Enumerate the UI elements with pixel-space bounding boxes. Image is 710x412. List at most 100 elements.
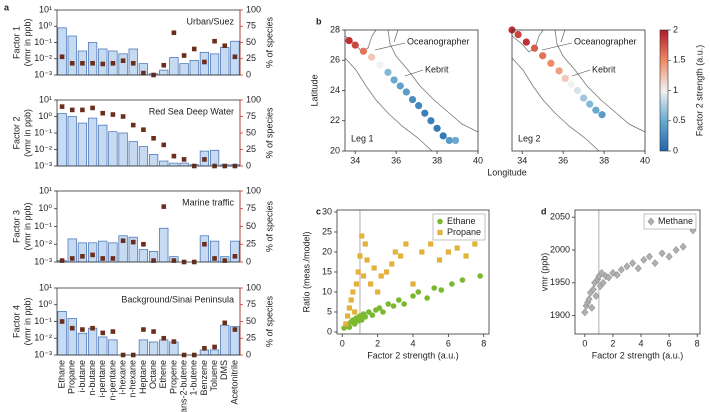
- axes-frame: [344, 29, 479, 152]
- point: [472, 241, 478, 247]
- point: [428, 241, 434, 247]
- species-share: [110, 256, 116, 261]
- x-tick-label: Propene: [168, 360, 178, 394]
- species-share: [141, 241, 146, 247]
- subplot-title: Background/Sinai Peninsula: [121, 294, 234, 304]
- species-share: [141, 70, 146, 76]
- track-point: [592, 106, 600, 114]
- y-tick-label: 30: [322, 206, 332, 216]
- y2-tick-label: 75: [246, 299, 256, 309]
- species-share: [100, 256, 106, 261]
- species-share: [130, 239, 136, 245]
- point: [651, 259, 659, 268]
- species-share: [130, 61, 136, 66]
- y2-tick-label: 25: [246, 144, 256, 154]
- axes-frame: [574, 209, 701, 335]
- point: [581, 308, 589, 317]
- bar: [98, 124, 108, 167]
- point: [431, 285, 438, 291]
- bar: [87, 327, 98, 356]
- track-point: [580, 94, 588, 102]
- y-tick-label: 10⁻¹: [34, 37, 52, 47]
- x-tick-label: 1-butene: [189, 360, 199, 396]
- point: [605, 273, 613, 282]
- y-tick-label: 10⁻³: [34, 256, 52, 266]
- leader: [541, 42, 573, 51]
- point: [665, 252, 673, 261]
- track-point: [573, 86, 582, 95]
- y-tick-label: 10⁻³: [34, 349, 52, 359]
- point: [629, 259, 637, 268]
- track-point: [396, 82, 404, 90]
- x-axis-label: Longitude: [487, 167, 527, 177]
- track-point: [586, 100, 594, 108]
- bar: [148, 154, 159, 167]
- track-point: [351, 41, 359, 49]
- y2-axis-label: % of species: [264, 107, 274, 159]
- x-tick-label: 38: [432, 155, 442, 165]
- colorbar-tick-label: 2: [673, 24, 678, 34]
- species-share: [90, 325, 95, 331]
- y2-tick-label: 25: [246, 53, 256, 63]
- species-share: [100, 61, 106, 67]
- bar: [189, 59, 199, 76]
- point: [459, 277, 466, 283]
- bar: [87, 117, 98, 167]
- point: [672, 246, 680, 254]
- species-share: [212, 38, 217, 44]
- species-share: [202, 157, 207, 162]
- bar: [209, 349, 220, 356]
- species-share: [120, 114, 126, 119]
- bar: [108, 131, 118, 167]
- y-tick-label: 10⁻²: [34, 144, 52, 154]
- point: [352, 309, 358, 315]
- bar: [87, 42, 98, 76]
- x-tick-label: i-pentane: [97, 360, 107, 398]
- species-share: [232, 54, 238, 60]
- species-share: [69, 325, 75, 331]
- species-share: [69, 256, 75, 261]
- bar: [57, 27, 67, 76]
- species-share: [151, 258, 156, 263]
- species-share: [222, 258, 228, 263]
- bar: [230, 240, 240, 263]
- x-tick-label: Heptane: [138, 360, 148, 394]
- species-share: [212, 256, 217, 261]
- y2-axis-label: % of species: [264, 200, 274, 252]
- bar: [169, 162, 179, 167]
- bar: [77, 122, 88, 167]
- legend-swatch: [437, 229, 443, 236]
- y-tick-label: 10⁻³: [34, 160, 52, 170]
- bar: [159, 339, 169, 356]
- x-tick-label: n-pentane: [107, 360, 117, 401]
- y-tick-label: 10¹: [39, 4, 52, 14]
- track-point: [598, 111, 606, 119]
- bar: [128, 141, 138, 167]
- species-share: [161, 335, 167, 341]
- species-share: [151, 329, 156, 334]
- bar: [209, 53, 220, 76]
- y2-tick-label: 75: [246, 21, 256, 31]
- x-tick-label: Toluene: [209, 360, 219, 392]
- species-share: [59, 54, 65, 60]
- species-share: [100, 330, 106, 336]
- bar: [98, 336, 108, 356]
- colorbar-label: Factor 2 strength (a.u.): [694, 45, 704, 137]
- annotation: Oceanographer: [407, 36, 470, 46]
- point: [375, 289, 381, 295]
- point: [613, 270, 621, 279]
- y-tick-label: 1900: [550, 310, 570, 320]
- point: [369, 312, 376, 319]
- track-point: [359, 47, 368, 55]
- species-share: [110, 61, 116, 66]
- point: [436, 257, 443, 263]
- subplot-title: Red Sea Deep Water: [149, 106, 234, 116]
- point: [398, 253, 404, 259]
- track-point: [368, 53, 376, 61]
- track-point: [445, 136, 453, 145]
- species-share: [90, 105, 95, 111]
- axes-frame: [511, 29, 646, 152]
- bar: [199, 349, 210, 356]
- species-share: [181, 53, 187, 58]
- y2-tick-label: 100: [246, 282, 261, 292]
